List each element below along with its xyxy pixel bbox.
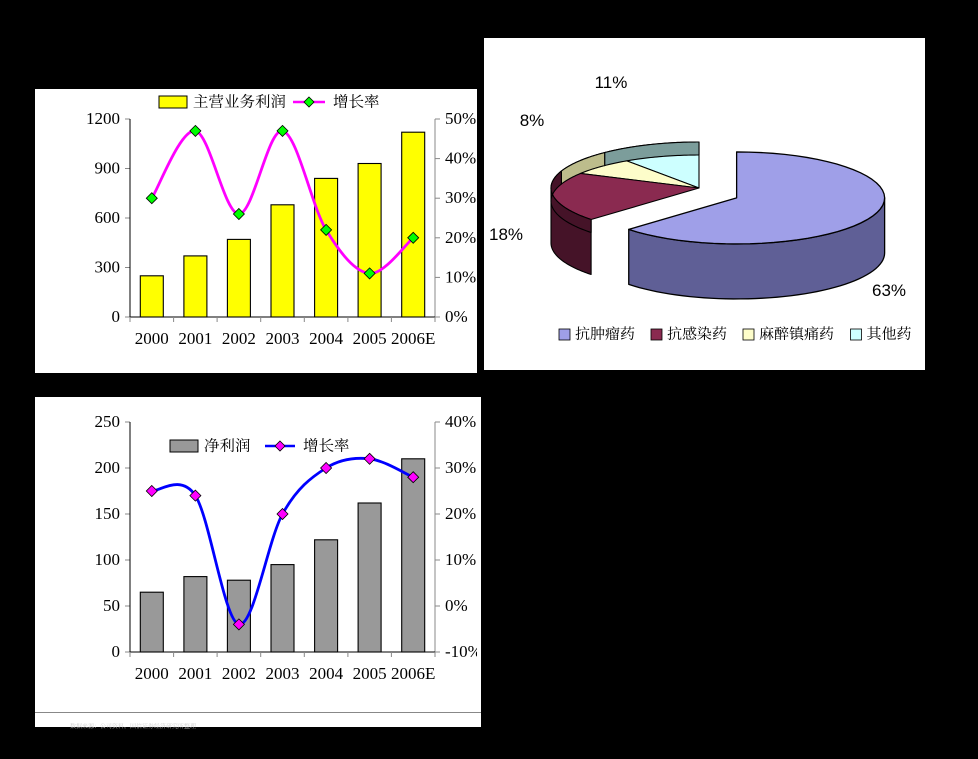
svg-text:10%: 10% <box>445 550 476 569</box>
svg-text:2006E: 2006E <box>391 329 435 348</box>
svg-text:250: 250 <box>95 412 121 431</box>
svg-text:主营业务利润: 主营业务利润 <box>193 90 286 112</box>
svg-text:净利润: 净利润 <box>204 434 251 456</box>
svg-text:50%: 50% <box>445 109 476 128</box>
svg-text:0: 0 <box>112 307 121 326</box>
svg-text:8%: 8% <box>520 111 545 130</box>
svg-text:2003: 2003 <box>266 664 300 683</box>
svg-text:2000: 2000 <box>135 329 169 348</box>
svg-text:63%: 63% <box>872 281 906 300</box>
svg-text:2002: 2002 <box>222 329 256 348</box>
svg-text:18%: 18% <box>489 225 523 244</box>
svg-text:抗感染药: 抗感染药 <box>667 323 727 344</box>
svg-text:0: 0 <box>112 642 121 661</box>
svg-text:其他药: 其他药 <box>867 323 912 344</box>
svg-text:0%: 0% <box>445 307 468 326</box>
svg-text:30%: 30% <box>445 458 476 477</box>
svg-text:600: 600 <box>95 208 121 227</box>
svg-text:2005: 2005 <box>353 329 387 348</box>
svg-text:增长率: 增长率 <box>303 434 350 456</box>
svg-text:900: 900 <box>95 159 121 178</box>
svg-text:200: 200 <box>95 458 121 477</box>
svg-text:10%: 10% <box>445 267 476 286</box>
svg-text:2001: 2001 <box>178 664 212 683</box>
svg-text:2004: 2004 <box>309 329 344 348</box>
svg-text:300: 300 <box>95 258 121 277</box>
svg-text:20%: 20% <box>445 504 476 523</box>
svg-text:0%: 0% <box>445 596 468 615</box>
svg-text:抗肿瘤药: 抗肿瘤药 <box>575 323 635 344</box>
svg-text:30%: 30% <box>445 188 476 207</box>
svg-text:-10%: -10% <box>445 642 477 661</box>
svg-text:2005: 2005 <box>353 664 387 683</box>
svg-text:2000: 2000 <box>135 664 169 683</box>
svg-text:增长率: 增长率 <box>333 90 380 112</box>
svg-text:2002: 2002 <box>222 664 256 683</box>
svg-text:2001: 2001 <box>178 329 212 348</box>
svg-text:150: 150 <box>95 504 121 523</box>
svg-text:麻醉镇痛药: 麻醉镇痛药 <box>759 323 834 344</box>
svg-text:40%: 40% <box>445 412 476 431</box>
svg-text:2006E: 2006E <box>391 664 435 683</box>
svg-text:40%: 40% <box>445 149 476 168</box>
svg-text:1200: 1200 <box>86 109 120 128</box>
svg-text:11%: 11% <box>595 73 628 92</box>
svg-text:20%: 20% <box>445 228 476 247</box>
svg-text:2003: 2003 <box>266 329 300 348</box>
svg-text:2004: 2004 <box>309 664 344 683</box>
svg-text:100: 100 <box>95 550 121 569</box>
svg-text:50: 50 <box>103 596 120 615</box>
